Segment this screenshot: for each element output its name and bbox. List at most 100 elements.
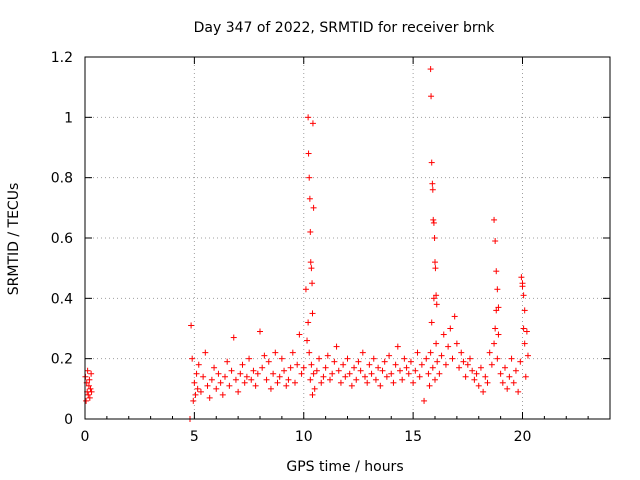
data-point [495,331,502,338]
data-point [348,382,355,389]
data-point [306,174,313,181]
data-point [381,358,388,365]
data-point [351,364,358,371]
data-point [294,361,301,368]
data-point [494,286,501,293]
x-tick-label: 5 [190,429,199,445]
data-point [346,370,353,377]
data-point [86,394,93,401]
data-point [194,385,201,392]
data-point [84,367,91,374]
data-point [283,382,290,389]
data-point [438,352,445,359]
data-point [340,361,347,368]
data-point [300,364,307,371]
data-point [265,358,272,365]
data-point [484,379,491,386]
data-point [379,367,386,374]
data-point [429,186,436,193]
data-point [407,358,414,365]
data-point [469,367,476,374]
data-point [456,364,463,371]
data-point [200,373,207,380]
data-point [344,355,351,362]
data-point [432,376,438,383]
data-point [482,373,489,380]
data-point [308,265,315,272]
data-point [368,370,375,377]
data-point [491,216,498,223]
data-point [447,325,454,332]
data-points [82,66,531,422]
data-point [510,379,517,386]
data-point [430,219,437,226]
data-point [208,376,215,383]
data-point [83,397,90,404]
data-point [427,66,434,73]
data-point [287,364,294,371]
y-tick-label: 0.4 [51,291,73,307]
data-point [304,337,311,344]
data-point [388,370,395,377]
data-point [431,235,438,241]
data-point [370,355,377,362]
data-point [285,376,292,383]
data-point [324,352,331,359]
data-point [298,370,305,377]
data-point [512,367,519,374]
data-point [451,313,458,320]
data-point [433,292,440,299]
data-point [316,355,323,362]
data-point [403,364,410,371]
data-point [429,364,436,371]
data-point [327,376,333,383]
data-point [488,361,495,368]
y-tick-label: 1.2 [51,50,73,66]
data-point [305,150,312,157]
y-tick-label: 0.6 [51,231,73,247]
data-point [322,364,329,371]
data-point [86,376,93,383]
y-axis-label: SRMTID / TECUs [6,183,22,296]
data-point [239,361,246,368]
data-point [460,358,467,365]
data-point [364,379,371,386]
data-point [418,361,425,368]
data-point [405,370,412,377]
data-point [204,382,211,389]
data-point [473,370,480,377]
data-point [211,364,218,371]
data-point [494,355,501,362]
data-point [267,385,274,392]
data-point [521,340,528,347]
data-point [311,385,318,392]
x-tick-label: 0 [81,429,90,445]
data-point [432,265,439,272]
data-point [342,373,349,380]
data-point [486,349,493,356]
data-point [377,382,384,389]
data-point [307,259,314,266]
axis-ticks: 0 0.2 0.4 0.6 0.8 1 1.2 0 5 10 15 20 [51,50,610,445]
data-point [246,355,253,362]
data-point [224,358,231,365]
data-point [308,361,315,368]
data-point [309,310,316,317]
data-point [237,370,244,377]
data-point [471,376,478,383]
data-point [520,325,527,332]
data-point [414,349,421,356]
data-point [372,376,379,383]
data-point [222,373,228,380]
data-point [421,397,428,404]
data-point [359,349,366,356]
data-point [289,349,296,356]
data-point [241,379,248,386]
data-point [331,358,338,365]
data-point [270,370,277,377]
data-point [88,388,95,395]
data-point [499,379,506,386]
data-point [427,349,434,356]
